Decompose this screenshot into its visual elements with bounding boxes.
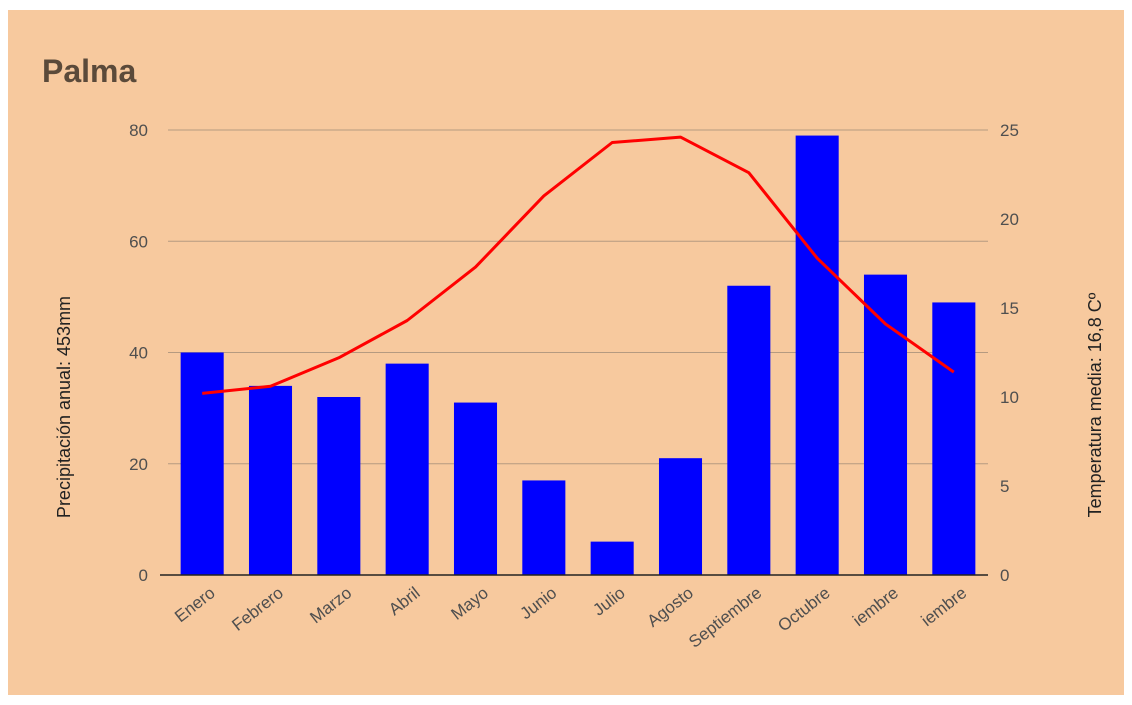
bar <box>317 397 361 575</box>
bar <box>385 363 429 575</box>
y2-tick-label: 15 <box>1000 299 1019 318</box>
y2-tick-label: 5 <box>1000 477 1009 496</box>
x-tick-label: Enero <box>171 583 218 626</box>
y2-axis-title: Temperatura media: 16,8 Cº <box>1085 292 1105 517</box>
x-tick-label: Agosto <box>644 583 697 631</box>
y-tick-label: 60 <box>129 232 148 251</box>
y2-tick-label: 10 <box>1000 388 1019 407</box>
x-tick-label: Julio <box>589 583 628 620</box>
x-tick-label: Octubre <box>774 583 833 635</box>
climate-chart: Palma 0 20 40 60 80 0 5 10 15 20 25 Enero Febrero Mar… <box>42 53 1105 652</box>
y2-tick-label: 0 <box>1000 566 1009 585</box>
x-tick-label: iembre <box>918 583 971 630</box>
y-tick-label: 20 <box>129 455 148 474</box>
chart-title: Palma <box>42 53 136 89</box>
y-axis-title: Precipitación anual: 453mm <box>54 296 74 518</box>
y-tick-label: 0 <box>139 566 148 585</box>
x-tick-label: Junio <box>517 583 561 623</box>
x-tick-label: Abril <box>385 583 424 619</box>
line-layer <box>202 135 955 395</box>
bar <box>453 402 498 575</box>
bar <box>727 285 771 575</box>
x-tick-label: iembre <box>849 583 902 630</box>
bar <box>658 458 703 575</box>
y-tick-label: 80 <box>129 121 148 140</box>
bar <box>863 274 908 575</box>
bar <box>932 302 976 575</box>
bar <box>180 352 224 575</box>
y-tick-label: 40 <box>129 344 148 363</box>
bar <box>248 385 293 575</box>
grid-layer <box>168 129 988 465</box>
x-tick-label: Febrero <box>228 583 287 635</box>
x-tick-label: Marzo <box>306 583 355 627</box>
bar <box>795 135 839 575</box>
bar <box>522 480 566 575</box>
y2-tick-label: 20 <box>1000 210 1019 229</box>
x-tick-label: Septiembre <box>685 583 765 651</box>
x-tick-label: Mayo <box>448 583 492 624</box>
chart-card: Palma 0 20 40 60 80 0 5 10 15 20 25 Enero Febrero Mar… <box>8 10 1124 695</box>
temperature-line <box>202 135 955 395</box>
bar <box>590 541 634 575</box>
y2-tick-label: 25 <box>1000 121 1019 140</box>
bars-layer <box>180 135 976 575</box>
